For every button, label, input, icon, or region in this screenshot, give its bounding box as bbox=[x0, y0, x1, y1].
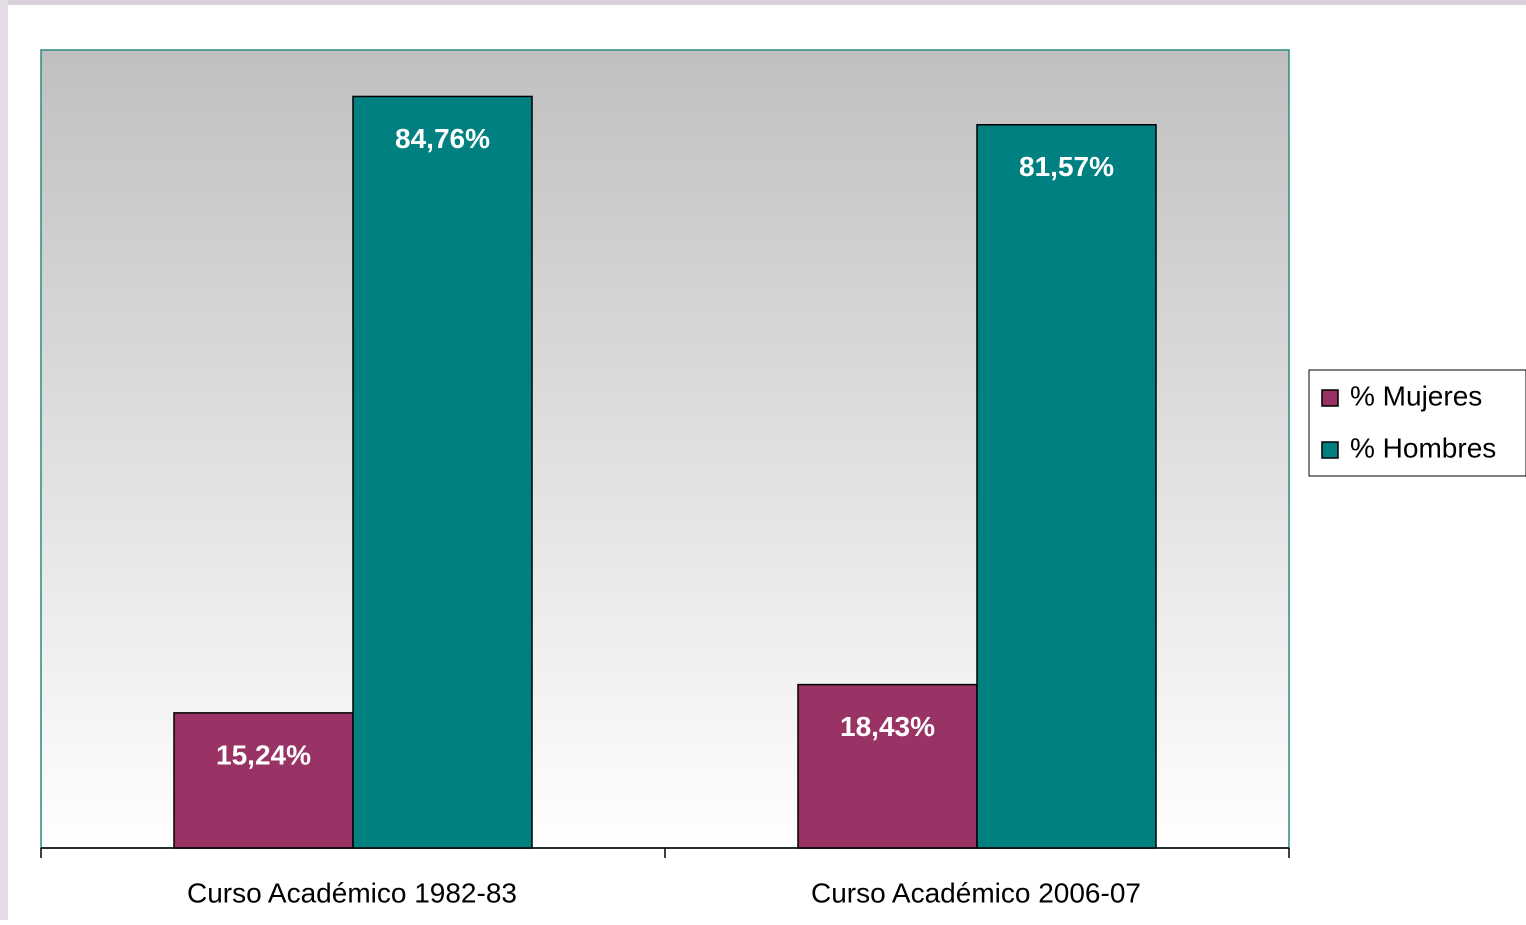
x-tick-label: Curso Académico 2006-07 bbox=[811, 877, 1141, 908]
legend-swatch bbox=[1321, 389, 1339, 407]
data-label: 81,57% bbox=[1019, 151, 1114, 182]
legend-label: % Hombres bbox=[1350, 432, 1496, 463]
x-tick-label: Curso Académico 1982-83 bbox=[187, 877, 517, 908]
bar bbox=[352, 95, 533, 849]
data-label: 15,24% bbox=[216, 739, 311, 770]
frame-left bbox=[0, 0, 8, 920]
legend-swatch bbox=[1321, 441, 1339, 459]
legend-box bbox=[1308, 369, 1526, 477]
data-label: 84,76% bbox=[395, 123, 490, 154]
data-label: 18,43% bbox=[840, 711, 935, 742]
bar bbox=[976, 123, 1157, 849]
frame-top bbox=[0, 0, 1526, 5]
bar bbox=[173, 712, 354, 849]
bar bbox=[797, 683, 978, 849]
legend-label: % Mujeres bbox=[1350, 380, 1482, 411]
